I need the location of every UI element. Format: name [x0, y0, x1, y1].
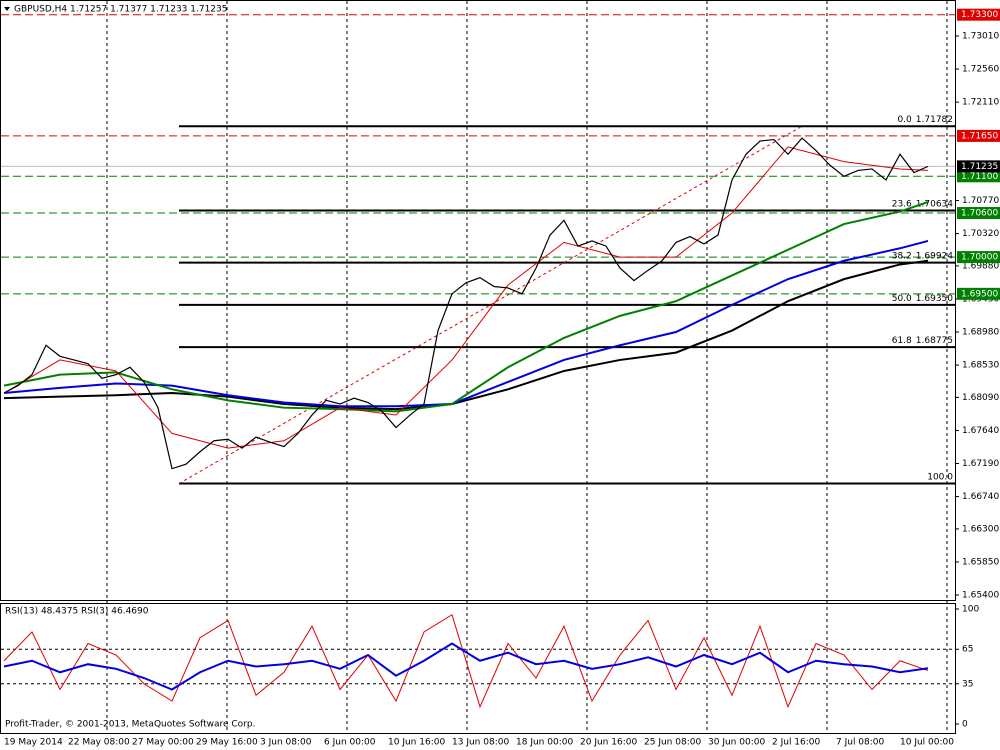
fib-ratio: 50.0 [892, 293, 912, 303]
y-tick-label: 1.65850 [962, 557, 999, 567]
current-price-box [957, 160, 1000, 173]
fib-price: 1.70634 [916, 199, 953, 209]
x-tick-label: 27 May 00:00 [132, 738, 194, 748]
price-line [3, 137, 929, 470]
fib-price: 1.69350 [916, 293, 953, 303]
fib-label: 0.0 1.71782 [897, 115, 953, 125]
level-label-box [957, 129, 1000, 142]
level-label-box [957, 8, 1000, 21]
fib-label: 61.8 1.68775 [892, 336, 953, 346]
moving-average [3, 239, 929, 408]
fib-label: 38.2 1.69924 [892, 251, 954, 261]
y-tick-label: 1.66300 [962, 524, 999, 534]
moving-average [3, 259, 929, 411]
y-tick-label: 1.68090 [962, 393, 999, 403]
fib-price: 1.68775 [916, 336, 953, 346]
fib-price: 1.71782 [916, 115, 953, 125]
rsi-tick-label: 35 [962, 679, 973, 689]
fib-label: 23.6 1.70634 [892, 199, 954, 209]
fib-ratio: 61.8 [892, 336, 912, 346]
x-tick-label: 2 Jul 16:00 [772, 738, 821, 748]
rsi-tick-label: 100 [962, 604, 979, 614]
menu-triangle [4, 7, 10, 11]
x-tick-label: 3 Jun 08:00 [260, 738, 312, 748]
x-tick-label: 20 Jun 16:00 [580, 738, 637, 748]
x-tick-label: 25 Jun 08:00 [644, 738, 701, 748]
fib-ratio: 38.2 [892, 251, 912, 261]
y-tick-label: 1.72560 [962, 65, 999, 75]
fib-label: 100.0 [927, 472, 953, 482]
y-tick-label: 1.66740 [962, 492, 999, 502]
fib-ratio: 23.6 [892, 199, 912, 209]
rsi-title: RSI(13) 48.4375 RSI(3) 46.4690 [5, 607, 149, 617]
y-tick-label: 1.69880 [962, 261, 999, 271]
x-tick-label: 7 Jul 08:00 [836, 738, 885, 748]
x-tick-label: 22 May 08:00 [68, 738, 130, 748]
level-label: 1.73300 [961, 10, 998, 20]
rsi-line [3, 642, 929, 691]
moving-average [3, 201, 929, 413]
fib-ratio: 100.0 [927, 472, 953, 482]
y-tick-label: 1.65400 [962, 591, 999, 601]
fib-ratio: 0.0 [897, 115, 912, 125]
level-label: 1.71650 [961, 131, 998, 141]
rsi-tick-label: 0 [962, 720, 968, 730]
level-label-box [957, 170, 1000, 183]
y-tick-label: 1.67640 [962, 426, 999, 436]
x-tick-label: 19 May 2014 [4, 738, 63, 748]
x-tick-label: 10 Jun 16:00 [388, 738, 445, 748]
y-tick-label: 1.68530 [962, 361, 999, 371]
level-label-box [957, 287, 1000, 300]
moving-average [3, 146, 929, 449]
x-tick-label: 6 Jun 00:00 [324, 738, 376, 748]
level-label: 1.70000 [961, 253, 998, 263]
y-tick-label: 1.70770 [962, 196, 999, 206]
rsi-frame [0, 603, 956, 734]
y-tick-label: 1.70320 [962, 229, 999, 239]
x-tick-label: 18 Jun 00:00 [516, 738, 573, 748]
chart-title: GBPUSD,H4 1.71257 1.71377 1.71233 1.7123… [14, 5, 227, 15]
rsi-line [3, 613, 929, 709]
y-tick-label: 1.68980 [962, 328, 999, 338]
level-label: 1.69500 [961, 289, 998, 299]
level-label: 1.70600 [961, 209, 998, 219]
x-tick-label: 29 May 16:00 [196, 738, 258, 748]
level-label-box [957, 251, 1000, 264]
y-tick-label: 1.67190 [962, 459, 999, 469]
fib-label: 50.0 1.69350 [892, 293, 954, 303]
level-label: 1.71100 [961, 172, 998, 182]
current-price-label: 1.71235 [961, 162, 998, 172]
rsi-tick-label: 65 [962, 645, 973, 655]
y-tick-label: 1.73010 [962, 31, 999, 41]
x-tick-label: 10 Jul 00:00 [900, 738, 954, 748]
x-tick-label: 13 Jun 08:00 [452, 738, 509, 748]
y-tick-label: 1.72110 [962, 98, 999, 108]
level-label-box [957, 207, 1000, 220]
fib-price: 1.69924 [916, 251, 953, 261]
footer: Profit-Trader, © 2001-2013, MetaQuotes S… [5, 720, 255, 730]
x-tick-label: 30 Jun 00:00 [708, 738, 765, 748]
price-frame [0, 0, 956, 601]
